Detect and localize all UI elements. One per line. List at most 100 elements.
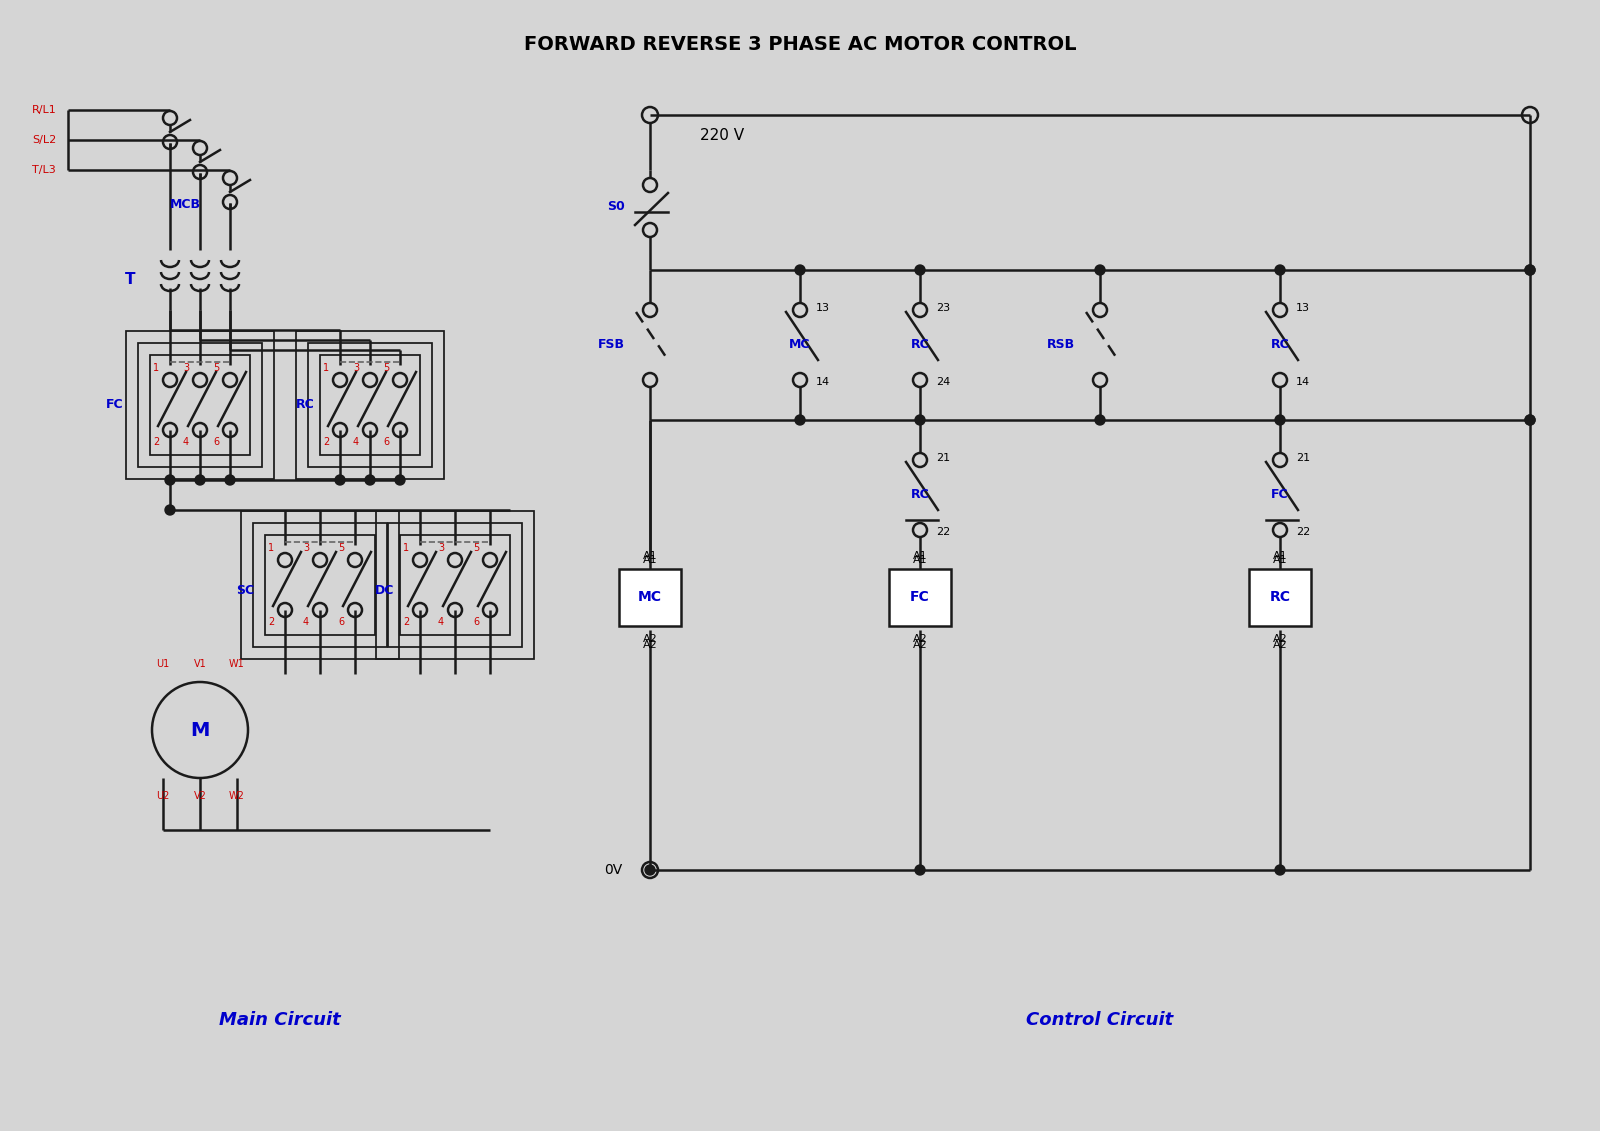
Text: 4: 4	[438, 618, 445, 627]
Text: 6: 6	[213, 437, 219, 447]
Text: 0V: 0V	[603, 863, 622, 877]
Circle shape	[334, 475, 346, 485]
Text: FC: FC	[106, 398, 123, 412]
Text: 5: 5	[382, 363, 389, 373]
Text: MC: MC	[638, 590, 662, 604]
Circle shape	[1275, 865, 1285, 875]
Text: T: T	[125, 273, 136, 287]
Text: 13: 13	[816, 303, 830, 313]
Circle shape	[795, 265, 805, 275]
Circle shape	[1525, 415, 1534, 425]
Bar	[307, 343, 432, 467]
Text: 13: 13	[1296, 303, 1310, 313]
Bar	[400, 535, 510, 634]
FancyBboxPatch shape	[890, 569, 950, 625]
Bar	[266, 535, 374, 634]
Text: 3: 3	[182, 363, 189, 373]
Text: 1: 1	[154, 363, 158, 373]
Text: FORWARD REVERSE 3 PHASE AC MOTOR CONTROL: FORWARD REVERSE 3 PHASE AC MOTOR CONTROL	[523, 35, 1077, 54]
Bar	[150, 355, 250, 455]
Text: A1: A1	[643, 551, 658, 561]
Text: 5: 5	[338, 543, 344, 553]
Text: 2: 2	[323, 437, 330, 447]
Text: T/L3: T/L3	[32, 165, 56, 175]
Text: A2: A2	[1272, 634, 1288, 644]
Text: A1: A1	[912, 555, 928, 566]
Text: RC: RC	[1270, 338, 1290, 352]
Text: A2: A2	[912, 634, 928, 644]
Text: R/L1: R/L1	[32, 105, 56, 115]
Text: 3: 3	[438, 543, 445, 553]
FancyBboxPatch shape	[619, 569, 682, 625]
Text: U2: U2	[157, 791, 170, 801]
Text: 1: 1	[267, 543, 274, 553]
Text: 22: 22	[1296, 527, 1310, 537]
Circle shape	[915, 865, 925, 875]
Text: 3: 3	[302, 543, 309, 553]
Text: FSB: FSB	[598, 338, 626, 352]
Text: 2: 2	[267, 618, 274, 627]
Text: RC: RC	[1269, 590, 1291, 604]
Text: 2: 2	[154, 437, 158, 447]
Text: 1: 1	[323, 363, 330, 373]
Text: 2: 2	[403, 618, 410, 627]
Bar	[376, 511, 534, 659]
Text: S/L2: S/L2	[32, 135, 56, 145]
Text: 22: 22	[936, 527, 950, 537]
Text: RC: RC	[910, 338, 930, 352]
Text: U1: U1	[157, 659, 170, 670]
Bar	[126, 331, 274, 480]
Bar	[296, 331, 445, 480]
FancyBboxPatch shape	[1250, 569, 1310, 625]
Text: 4: 4	[182, 437, 189, 447]
Text: W2: W2	[229, 791, 245, 801]
Circle shape	[395, 475, 405, 485]
Text: RC: RC	[910, 489, 930, 501]
Text: 5: 5	[474, 543, 478, 553]
Text: V1: V1	[194, 659, 206, 670]
Text: 3: 3	[354, 363, 358, 373]
Circle shape	[795, 415, 805, 425]
Text: A2: A2	[643, 640, 658, 650]
Text: A2: A2	[912, 640, 928, 650]
Text: DC: DC	[376, 584, 395, 596]
Text: 6: 6	[474, 618, 478, 627]
Text: FC: FC	[1270, 489, 1290, 501]
Circle shape	[1525, 265, 1534, 275]
Text: MC: MC	[789, 338, 811, 352]
Text: 4: 4	[354, 437, 358, 447]
Text: 14: 14	[816, 377, 830, 387]
Circle shape	[1525, 415, 1534, 425]
Circle shape	[645, 865, 654, 875]
Text: A1: A1	[912, 551, 928, 561]
Text: M: M	[190, 720, 210, 740]
Text: RC: RC	[296, 398, 314, 412]
Circle shape	[1525, 265, 1534, 275]
Text: V2: V2	[194, 791, 206, 801]
Bar	[253, 523, 387, 647]
Circle shape	[165, 475, 174, 485]
Text: SC: SC	[235, 584, 254, 596]
Text: 6: 6	[382, 437, 389, 447]
Text: Main Circuit: Main Circuit	[219, 1011, 341, 1029]
Text: 21: 21	[1296, 454, 1310, 463]
Text: S0: S0	[608, 200, 626, 214]
Text: 1: 1	[403, 543, 410, 553]
Text: 5: 5	[213, 363, 219, 373]
Circle shape	[195, 475, 205, 485]
Text: 4: 4	[302, 618, 309, 627]
Circle shape	[226, 475, 235, 485]
Text: A1: A1	[1272, 555, 1288, 566]
Text: A2: A2	[1272, 640, 1288, 650]
Bar	[138, 343, 262, 467]
Text: 6: 6	[338, 618, 344, 627]
Text: 220 V: 220 V	[701, 128, 744, 143]
Circle shape	[1094, 415, 1106, 425]
Text: 21: 21	[936, 454, 950, 463]
Text: A1: A1	[1272, 551, 1288, 561]
Text: FC: FC	[910, 590, 930, 604]
Circle shape	[915, 415, 925, 425]
Text: W1: W1	[229, 659, 245, 670]
Text: MCB: MCB	[170, 199, 200, 211]
Circle shape	[365, 475, 374, 485]
